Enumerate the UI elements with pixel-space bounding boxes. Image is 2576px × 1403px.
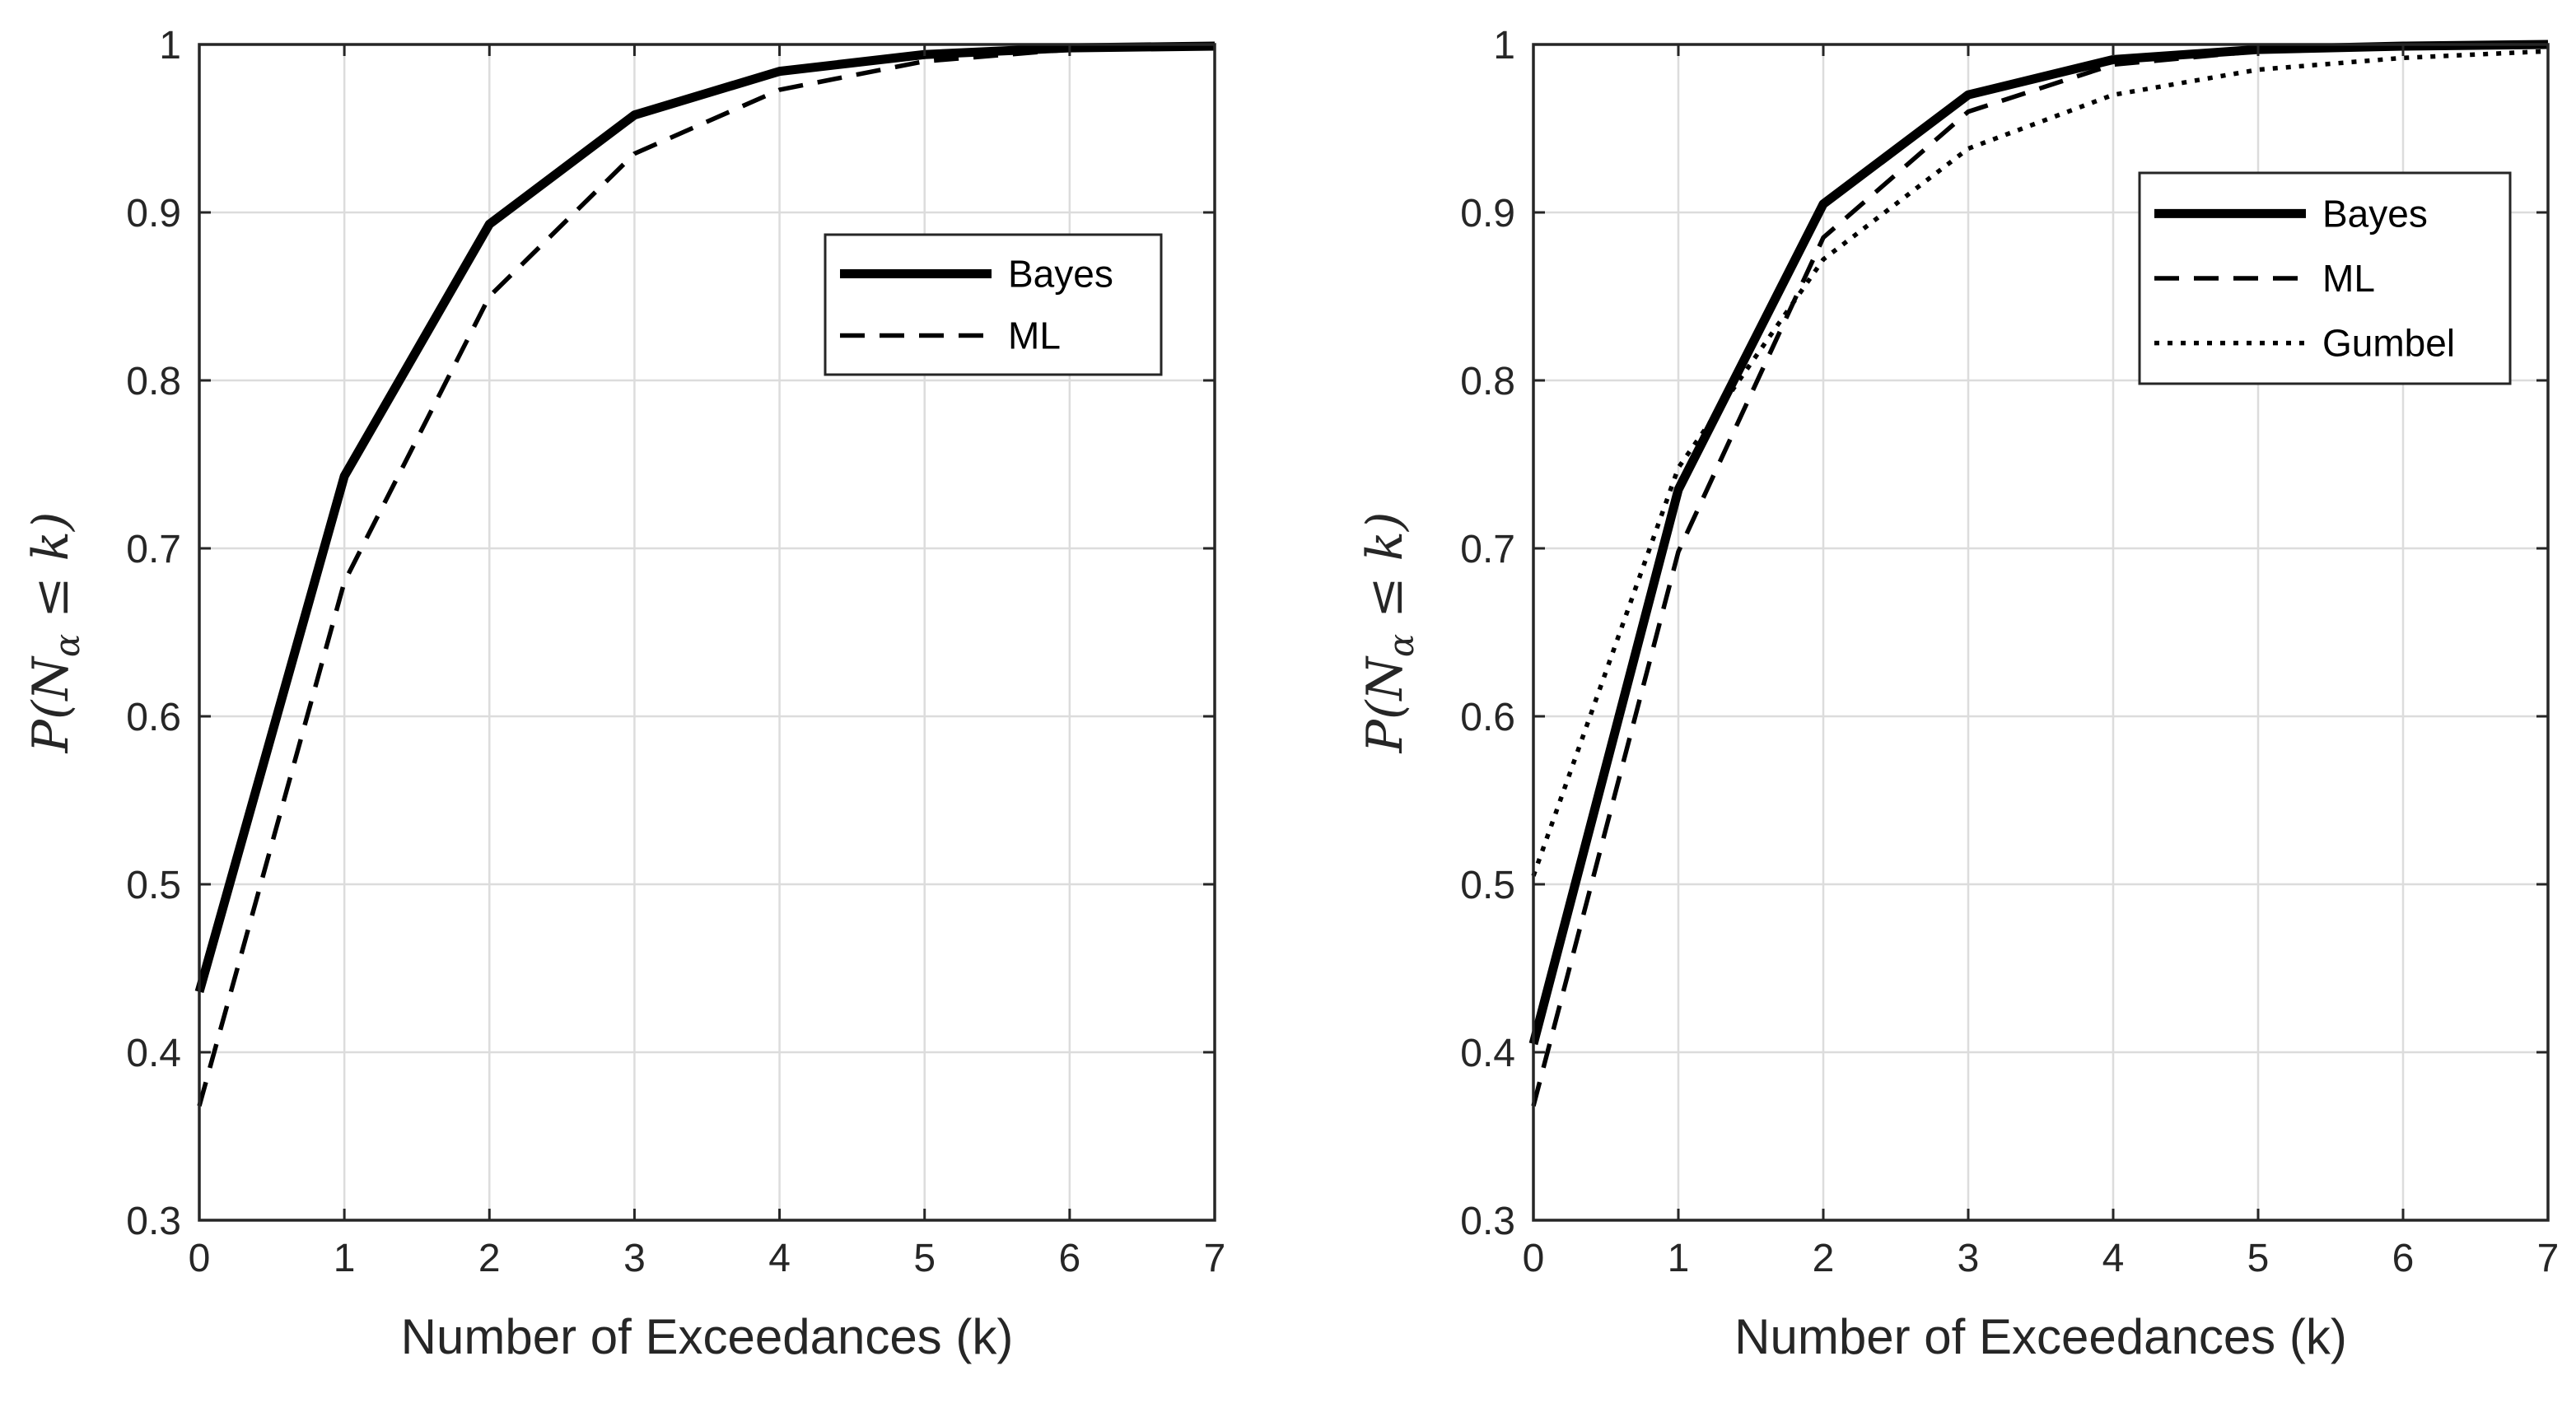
- plot-frame: [1532, 43, 2550, 1222]
- legend-label-ml: ML: [1008, 315, 1061, 357]
- y-tick-label: 1: [1493, 24, 1515, 68]
- legend: Bayes ML: [824, 233, 1163, 376]
- y-tick-label: 0.8: [126, 360, 181, 403]
- y-tick-label: 0.6: [1460, 696, 1515, 739]
- y-tick-label: 0.3: [126, 1200, 181, 1243]
- y-tick-label: 0.7: [1460, 528, 1515, 571]
- legend-box: [824, 233, 1163, 376]
- legend-label-ml: ML: [2322, 257, 2375, 300]
- series-line-bayes: [1528, 40, 2549, 1046]
- series-line-gumbel: [1531, 49, 2549, 877]
- y-axis-label: P(Nα ≤ k): [1356, 512, 1421, 754]
- legend-label-bayes: Bayes: [2322, 192, 2428, 235]
- y-tick-label: 0.4: [126, 1032, 181, 1075]
- y-tick-label: 0.5: [1460, 864, 1515, 907]
- chart-panel-1: 0 1 2 3 4 5 6 7 0.3 0.4 0.5 0.6 0.7 0.8 0.9 1 Number of …: [22, 24, 1225, 1364]
- x-tick-label: 6: [2392, 1237, 2415, 1280]
- x-tick-label: 0: [1523, 1237, 1545, 1280]
- x-tick-label: 4: [2102, 1237, 2125, 1280]
- y-tick-label: 0.5: [126, 864, 181, 907]
- series-line-ml: [1531, 42, 2549, 1107]
- y-tick-label: 0.3: [1460, 1200, 1515, 1243]
- y-tick-label: 0.6: [126, 696, 181, 739]
- y-tick-label: 0.7: [126, 528, 181, 571]
- y-tick-label: 0.8: [1460, 360, 1515, 403]
- x-tick-label: 0: [189, 1237, 211, 1280]
- plot-frame: [198, 43, 1216, 1222]
- x-tick-label: 2: [1813, 1237, 1835, 1280]
- y-tick-label: 0.9: [126, 192, 181, 235]
- x-tick-label: 7: [1204, 1237, 1226, 1280]
- x-axis-label: Number of Exceedances (k): [401, 1309, 1014, 1364]
- x-tick-label: 3: [1958, 1237, 1980, 1280]
- y-tick-label: 0.9: [1460, 192, 1515, 235]
- legend-label-bayes: Bayes: [1008, 253, 1113, 296]
- y-tick-label: 1: [159, 24, 181, 68]
- x-tick-label: 4: [768, 1237, 791, 1280]
- series-line-ml: [197, 44, 1216, 1107]
- x-tick-label: 5: [913, 1237, 936, 1280]
- x-tick-label: 1: [1668, 1237, 1690, 1280]
- x-tick-label: 2: [478, 1237, 501, 1280]
- legend: Bayes ML Gumbel: [2138, 171, 2512, 385]
- series-line-bayes: [194, 41, 1216, 994]
- x-axis-label: Number of Exceedances (k): [1734, 1309, 2347, 1364]
- x-tick-label: 1: [334, 1237, 356, 1280]
- x-tick-label: 5: [2247, 1237, 2270, 1280]
- y-axis-label: P(Nα ≤ k): [22, 512, 87, 754]
- legend-label-gumbel: Gumbel: [2322, 322, 2455, 365]
- x-tick-label: 7: [2537, 1237, 2560, 1280]
- x-tick-label: 6: [1059, 1237, 1081, 1280]
- y-tick-label: 0.4: [1460, 1032, 1515, 1075]
- chart-panel-2: 0 1 2 3 4 5 6 7 0.3 0.4 0.5 0.6 0.7 0.8 0.9 1 Number of …: [1356, 24, 2559, 1364]
- x-tick-label: 3: [623, 1237, 646, 1280]
